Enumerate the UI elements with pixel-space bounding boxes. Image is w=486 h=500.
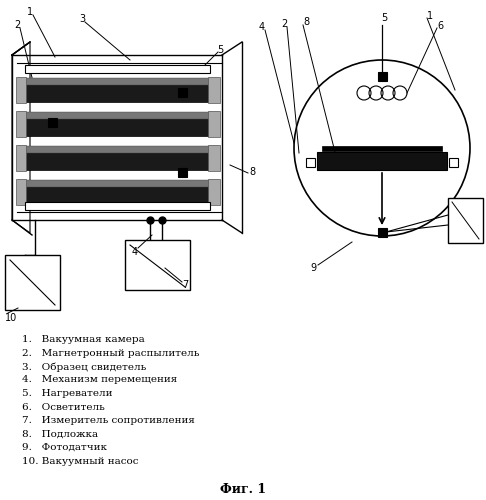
Text: 3: 3 — [79, 14, 85, 24]
Bar — [16, 179, 26, 205]
Bar — [449, 158, 458, 167]
Bar — [208, 111, 220, 137]
Text: 8.   Подложка: 8. Подложка — [22, 430, 98, 438]
Bar — [48, 118, 57, 127]
Bar — [5, 255, 60, 310]
Bar — [25, 65, 210, 73]
Text: 2: 2 — [14, 20, 20, 30]
Text: 1: 1 — [427, 11, 433, 21]
Bar — [16, 145, 26, 171]
Bar — [16, 111, 26, 137]
Text: 5.   Нагреватели: 5. Нагреватели — [22, 389, 112, 398]
Bar — [208, 77, 220, 103]
Text: 5: 5 — [381, 13, 387, 23]
Bar — [18, 112, 218, 136]
Bar — [16, 77, 26, 103]
Bar — [317, 152, 447, 170]
Bar — [18, 78, 218, 102]
Text: 7.   Измеритель сопротивления: 7. Измеритель сопротивления — [22, 416, 195, 425]
Bar — [18, 180, 218, 204]
Bar — [378, 72, 387, 81]
Text: 2: 2 — [281, 19, 287, 29]
Bar — [322, 146, 442, 151]
Bar — [208, 179, 220, 205]
Text: 4.   Механизм перемещения: 4. Механизм перемещения — [22, 376, 177, 384]
Text: 9: 9 — [310, 263, 316, 273]
Bar — [18, 180, 218, 187]
Bar — [178, 88, 187, 97]
Text: 5: 5 — [217, 45, 223, 55]
Text: 7: 7 — [182, 280, 188, 290]
Bar — [18, 146, 218, 153]
Bar — [178, 168, 187, 177]
Text: 4: 4 — [259, 22, 265, 32]
Text: 2.   Магнетронный распылитель: 2. Магнетронный распылитель — [22, 348, 199, 358]
Text: 1: 1 — [27, 7, 33, 17]
Text: 4: 4 — [132, 247, 138, 257]
Text: 6.   Осветитель: 6. Осветитель — [22, 402, 105, 411]
Bar — [18, 146, 218, 170]
Text: Фиг. 1: Фиг. 1 — [220, 483, 266, 496]
Text: 1.   Вакуумная камера: 1. Вакуумная камера — [22, 335, 145, 344]
Bar — [306, 158, 315, 167]
Bar — [378, 228, 387, 237]
Text: 8: 8 — [249, 167, 255, 177]
Text: 8: 8 — [303, 17, 309, 27]
Text: 10: 10 — [5, 313, 17, 323]
Text: 10. Вакуумный насос: 10. Вакуумный насос — [22, 456, 139, 466]
Bar — [125, 240, 190, 290]
Bar — [18, 112, 218, 119]
Text: 6: 6 — [437, 21, 443, 31]
Text: 9.   Фотодатчик: 9. Фотодатчик — [22, 443, 107, 452]
Bar — [448, 198, 483, 243]
Bar — [25, 202, 210, 210]
Text: 3.   Образец свидетель: 3. Образец свидетель — [22, 362, 146, 372]
Bar — [208, 145, 220, 171]
Bar — [18, 78, 218, 85]
